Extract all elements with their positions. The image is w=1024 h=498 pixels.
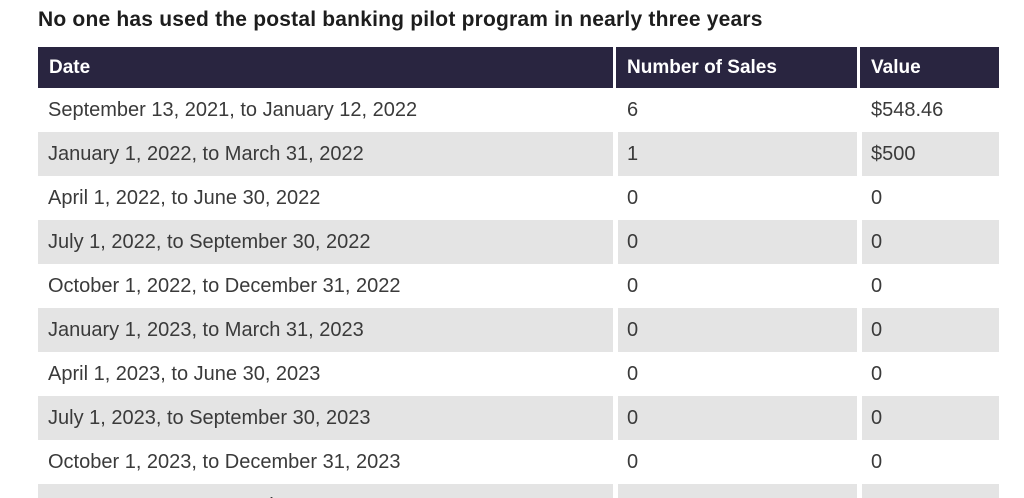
table-row: September 13, 2021, to January 12, 2022 …	[38, 88, 999, 132]
value-cell: 0	[857, 440, 999, 484]
sales-cell: 0	[613, 440, 857, 484]
column-header-number-of-sales: Number of Sales	[613, 47, 857, 88]
date-cell: April 1, 2023, to June 30, 2023	[38, 352, 613, 396]
table-row: April 1, 2022, to June 30, 2022 0 0	[38, 176, 999, 220]
data-table: Date Number of Sales Value September 13,…	[38, 47, 999, 498]
sales-cell: 0	[613, 220, 857, 264]
date-cell: October 1, 2022, to December 31, 2022	[38, 264, 613, 308]
date-cell: April 1, 2022, to June 30, 2022	[38, 176, 613, 220]
value-cell: 0	[857, 308, 999, 352]
date-cell: September 13, 2021, to January 12, 2022	[38, 88, 613, 132]
table-row: October 1, 2022, to December 31, 2022 0 …	[38, 264, 999, 308]
sales-cell: 0	[613, 264, 857, 308]
chart-title: No one has used the postal banking pilot…	[38, 8, 763, 31]
date-cell: July 1, 2022, to September 30, 2022	[38, 220, 613, 264]
date-cell: July 1, 2023, to September 30, 2023	[38, 396, 613, 440]
table-row: April 1, 2023, to June 30, 2023 0 0	[38, 352, 999, 396]
table-header: Date Number of Sales Value	[38, 47, 999, 88]
value-cell: $500	[857, 132, 999, 176]
column-header-value: Value	[857, 47, 999, 88]
table-body: September 13, 2021, to January 12, 2022 …	[38, 88, 999, 498]
value-cell: 0	[857, 484, 999, 498]
table-row: July 1, 2023, to September 30, 2023 0 0	[38, 396, 999, 440]
sales-cell: 0	[613, 308, 857, 352]
value-cell: 0	[857, 176, 999, 220]
value-cell: 0	[857, 220, 999, 264]
date-cell: January 1, 2024, to March 31, 2024	[38, 484, 613, 498]
value-cell: 0	[857, 352, 999, 396]
sales-cell: 0	[613, 484, 857, 498]
table-row: January 1, 2022, to March 31, 2022 1 $50…	[38, 132, 999, 176]
value-cell: 0	[857, 264, 999, 308]
value-cell: 0	[857, 396, 999, 440]
table-row: July 1, 2022, to September 30, 2022 0 0	[38, 220, 999, 264]
sales-cell: 6	[613, 88, 857, 132]
sales-cell: 1	[613, 132, 857, 176]
table-row: January 1, 2024, to March 31, 2024 0 0	[38, 484, 999, 498]
sales-cell: 0	[613, 352, 857, 396]
value-cell: $548.46	[857, 88, 999, 132]
date-cell: October 1, 2023, to December 31, 2023	[38, 440, 613, 484]
sales-cell: 0	[613, 176, 857, 220]
table-row: January 1, 2023, to March 31, 2023 0 0	[38, 308, 999, 352]
date-cell: January 1, 2023, to March 31, 2023	[38, 308, 613, 352]
column-header-date: Date	[38, 47, 613, 88]
date-cell: January 1, 2022, to March 31, 2022	[38, 132, 613, 176]
table-row: October 1, 2023, to December 31, 2023 0 …	[38, 440, 999, 484]
sales-cell: 0	[613, 396, 857, 440]
header-row: Date Number of Sales Value	[38, 47, 999, 88]
